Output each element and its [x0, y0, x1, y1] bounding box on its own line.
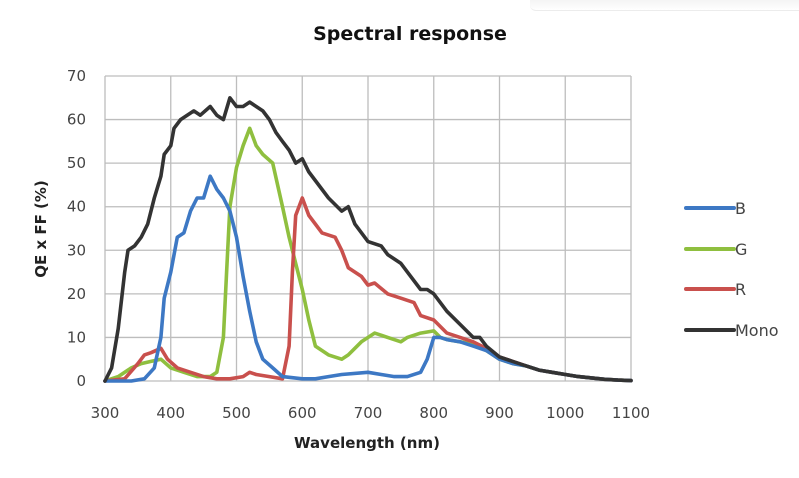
x-tick-label: 1100	[612, 404, 650, 422]
x-tick-label: 900	[485, 404, 514, 422]
grid	[104, 75, 632, 382]
x-axis-label: Wavelength (nm)	[294, 434, 440, 452]
x-tick-label: 1000	[546, 404, 584, 422]
y-tick-label: 10	[67, 328, 86, 346]
top-card-edge	[530, 0, 799, 11]
x-tick-label: 500	[222, 404, 251, 422]
series-lines	[103, 96, 633, 383]
x-axis-ticks: 300 400 500 600 700 800 900 1000 1100	[91, 404, 650, 422]
y-tick-label: 40	[67, 198, 86, 216]
legend-label-b: B	[735, 199, 746, 218]
x-tick-label: 800	[419, 404, 448, 422]
y-tick-label: 0	[76, 372, 86, 390]
legend-label-mono: Mono	[735, 321, 779, 340]
x-tick-label: 400	[156, 404, 185, 422]
y-axis-label: QE x FF (%)	[32, 180, 50, 278]
y-axis-ticks: 0 10 20 30 40 50 60 70	[67, 67, 86, 390]
legend-label-r: R	[735, 280, 746, 299]
y-tick-label: 70	[67, 67, 86, 85]
x-tick-label: 600	[288, 404, 317, 422]
y-tick-label: 60	[67, 111, 86, 129]
y-tick-label: 50	[67, 154, 86, 172]
series-line-mono	[103, 96, 633, 383]
chart-title: Spectral response	[313, 23, 507, 45]
legend: B G R Mono	[684, 199, 779, 340]
x-tick-label: 300	[91, 404, 120, 422]
legend-label-g: G	[735, 240, 747, 259]
y-tick-label: 30	[67, 241, 86, 259]
x-tick-label: 700	[354, 404, 383, 422]
y-tick-label: 20	[67, 285, 86, 303]
